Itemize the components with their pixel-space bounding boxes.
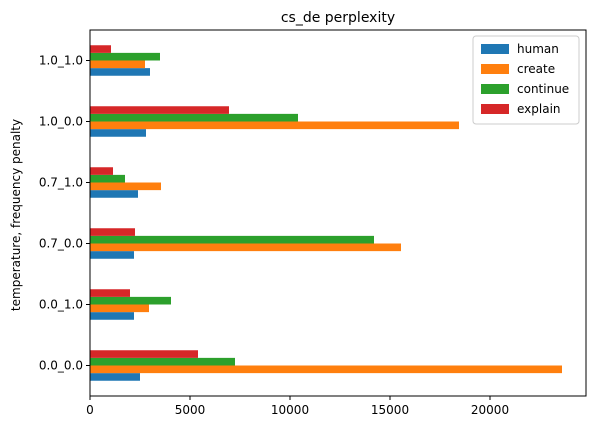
- bar-continue-0.7_0.0: [90, 235, 374, 244]
- x-tick-label: 5000: [175, 403, 206, 417]
- legend-swatch-create: [481, 64, 509, 74]
- bar-explain-1.0_1.0: [90, 45, 111, 53]
- legend-box: [472, 35, 580, 125]
- bar-create-0.7_1.0: [90, 182, 161, 191]
- bar-continue-1.0_0.0: [90, 113, 298, 122]
- bar-explain-0.7_0.0: [90, 228, 135, 236]
- bar-human-1.0_0.0: [90, 129, 146, 137]
- x-axis-ticks: 0 5000 10000 15000 20000: [86, 396, 509, 417]
- bar-create-1.0_1.0: [90, 60, 145, 69]
- bar-create-0.0_0.0: [90, 365, 562, 374]
- bars-group: [90, 45, 562, 381]
- legend-label-create: create: [517, 62, 555, 76]
- bar-human-0.7_1.0: [90, 190, 138, 198]
- bar-explain-0.7_1.0: [90, 167, 113, 175]
- y-tick-label: 1.0_1.0: [39, 54, 83, 68]
- x-tick-label: 0: [86, 403, 94, 417]
- bar-human-0.0_0.0: [90, 373, 140, 381]
- y-tick-label: 0.0_0.0: [39, 359, 83, 373]
- bar-human-1.0_1.0: [90, 68, 150, 76]
- y-tick-label: 0.7_1.0: [39, 176, 83, 190]
- bar-explain-1.0_0.0: [90, 106, 229, 114]
- x-tick-label: 20000: [471, 403, 509, 417]
- y-axis-ticks: 0.0_0.0 0.0_1.0 0.7_0.0 0.7_1.0 1.0_0.0 1.0_1…: [39, 54, 90, 373]
- plot-frame: [89, 29, 587, 397]
- legend-label-continue: continue: [517, 82, 569, 96]
- legend-label-human: human: [517, 42, 559, 56]
- bar-create-0.7_0.0: [90, 243, 401, 252]
- chart-title: cs_de perplexity: [281, 10, 395, 26]
- x-tick-label: 10000: [271, 403, 309, 417]
- bar-continue-0.0_1.0: [90, 296, 171, 305]
- bar-explain-0.0_0.0: [90, 350, 198, 358]
- legend-swatch-continue: [481, 84, 509, 94]
- bar-continue-0.0_0.0: [90, 357, 235, 366]
- y-tick-label: 1.0_0.0: [39, 115, 83, 129]
- legend-swatch-human: [481, 44, 509, 54]
- bar-create-0.0_1.0: [90, 304, 149, 313]
- x-tick-label: 15000: [371, 403, 409, 417]
- bar-create-1.0_0.0: [90, 121, 459, 130]
- legend-label-explain: explain: [517, 102, 561, 116]
- bar-human-0.7_0.0: [90, 251, 134, 259]
- bar-explain-0.0_1.0: [90, 289, 130, 297]
- legend: human create continue explain: [472, 35, 580, 125]
- y-tick-label: 0.7_0.0: [39, 237, 83, 251]
- legend-swatch-explain: [481, 104, 509, 114]
- bar-continue-0.7_1.0: [90, 174, 125, 183]
- y-axis-label: temperature, frequency penalty: [9, 119, 23, 311]
- y-tick-label: 0.0_1.0: [39, 298, 83, 312]
- bar-continue-1.0_1.0: [90, 52, 160, 61]
- bar-human-0.0_1.0: [90, 312, 134, 320]
